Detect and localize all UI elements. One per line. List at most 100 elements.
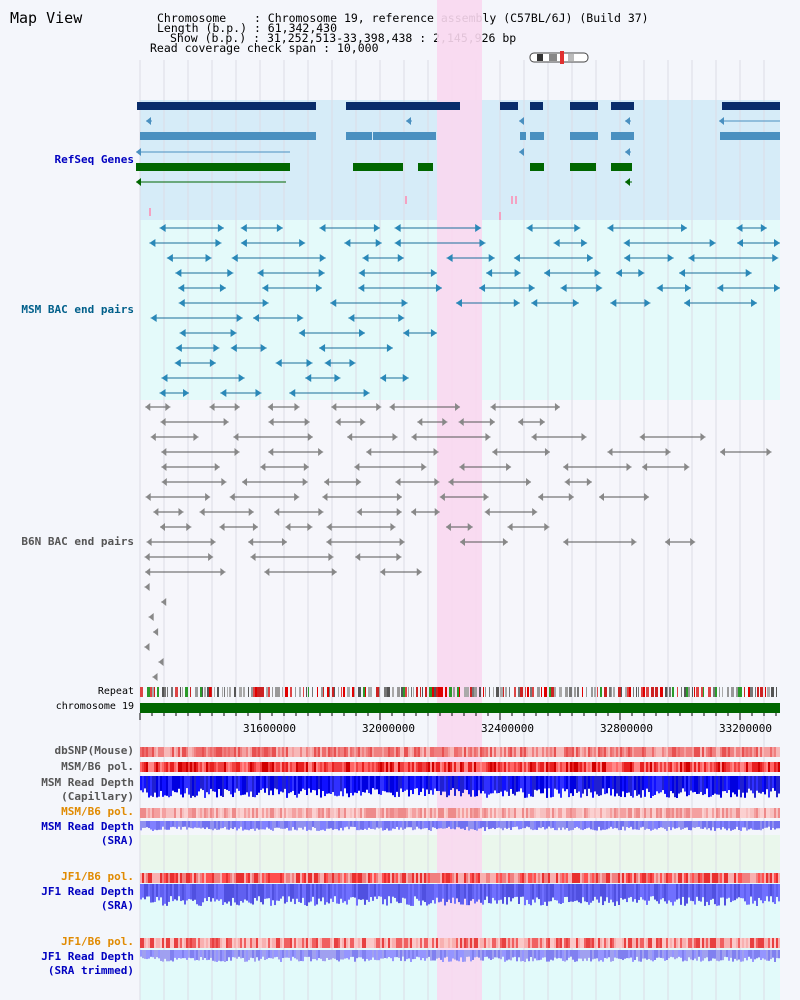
- msm-sra-bar: [754, 821, 756, 830]
- bac-end-marker: [152, 673, 158, 681]
- repeat-block: [771, 687, 774, 697]
- bac-end-marker: [376, 403, 382, 411]
- dbsnp-cell: [430, 747, 432, 757]
- jf1-pol-cell: [544, 873, 546, 883]
- dbsnp-cell: [446, 747, 448, 757]
- bac-end-marker: [531, 433, 537, 441]
- dbsnp-cell: [630, 747, 632, 757]
- msm-pol-cell: [428, 808, 430, 818]
- track-label-msm-depth-sra[interactable]: MSM Read Depth (SRA): [41, 820, 134, 847]
- bac-end-marker: [250, 553, 256, 561]
- jf1-trim-bar: [760, 950, 762, 961]
- msm-pol-cell: [174, 808, 176, 818]
- msm-sra-bar: [620, 821, 622, 831]
- jf1-depth-bar: [222, 884, 224, 905]
- jf1-pol-cell: [148, 938, 150, 948]
- repeat-block: [549, 687, 552, 697]
- jf1-pol-cell: [592, 938, 594, 948]
- dbsnp-cell: [460, 747, 462, 757]
- track-label-msm-bac[interactable]: MSM BAC end pairs: [21, 303, 134, 316]
- gene-exon: [530, 132, 544, 140]
- bac-end-marker: [411, 433, 417, 441]
- msm-sra-bar: [394, 821, 396, 830]
- bac-end-marker: [166, 254, 173, 262]
- msm-pol-cell: [310, 762, 312, 772]
- heatmap-tracks[interactable]: [140, 747, 780, 962]
- msm-depth-bar: [656, 776, 658, 792]
- chromosome-bar[interactable]: [139, 703, 780, 720]
- track-label-msm-b6-pol-1[interactable]: MSM/B6 pol.: [61, 760, 134, 773]
- jf1-trim-bar: [284, 950, 286, 958]
- msm-pol-cell: [504, 808, 506, 818]
- dbsnp-cell: [406, 747, 408, 757]
- track-label-jf1-depth-trimmed[interactable]: JF1 Read Depth (SRA trimmed): [41, 950, 134, 977]
- jf1-pol-cell: [478, 938, 480, 948]
- dbsnp-cell: [290, 747, 292, 757]
- bac-end-marker: [526, 478, 532, 486]
- dbsnp-cell: [186, 747, 188, 757]
- jf1-depth-bar: [774, 884, 776, 904]
- msm-depth-bar: [596, 776, 598, 795]
- track-label-msm-depth-capillary[interactable]: MSM Read Depth (Capillary): [41, 776, 134, 803]
- track-label-jf1-b6-pol-2[interactable]: JF1/B6 pol.: [61, 935, 134, 948]
- bac-end-marker: [607, 448, 613, 456]
- msm-pol-cell: [546, 762, 548, 772]
- msm-sra-bar: [646, 821, 648, 829]
- dbsnp-cell: [484, 747, 486, 757]
- msm-depth-bar: [208, 776, 210, 795]
- refseq-gene-track[interactable]: [136, 102, 780, 220]
- msm-pol-cell: [756, 808, 758, 818]
- msm-bac-track[interactable]: [149, 224, 780, 397]
- jf1-pol-cell: [418, 873, 420, 883]
- jf1-pol-cell: [644, 873, 646, 883]
- jf1-trim-bar: [708, 950, 710, 962]
- jf1-depth-bar: [456, 884, 458, 899]
- repeat-block: [544, 687, 547, 697]
- msm-sra-bar: [320, 821, 322, 831]
- jf1-trim-bar: [220, 950, 222, 962]
- jf1-trim-bar: [634, 950, 636, 961]
- msm-depth-bar: [474, 776, 476, 797]
- msm-pol-cell: [670, 808, 672, 818]
- dbsnp-cell: [444, 747, 446, 757]
- jf1-trim-bar: [296, 950, 298, 960]
- jf1-depth-bar: [438, 884, 440, 903]
- dbsnp-cell: [360, 747, 362, 757]
- msm-pol-cell: [266, 808, 268, 818]
- track-label-dbsnp[interactable]: dbSNP(Mouse): [54, 744, 134, 757]
- track-label-jf1-depth-sra[interactable]: JF1 Read Depth (SRA): [41, 885, 134, 912]
- b6n-bac-track[interactable]: [144, 403, 772, 681]
- chromosome-ideogram-icon[interactable]: [529, 51, 589, 64]
- dbsnp-cell: [180, 747, 182, 757]
- dbsnp-cell: [704, 747, 706, 757]
- msm-pol-cell: [544, 762, 546, 772]
- jf1-trim-bar: [432, 950, 434, 961]
- jf1-trim-bar: [148, 950, 150, 959]
- jf1-depth-bar: [606, 884, 608, 898]
- msm-sra-bar: [752, 821, 754, 830]
- msm-pol-cell: [652, 808, 654, 818]
- jf1-depth-bar: [706, 884, 708, 902]
- track-label-refseq[interactable]: RefSeq Genes: [54, 153, 134, 166]
- jf1-depth-bar: [718, 884, 720, 906]
- repeat-block: [677, 687, 678, 697]
- dbsnp-cell: [280, 747, 282, 757]
- track-label-b6n-bac[interactable]: B6N BAC end pairs: [21, 535, 134, 548]
- msm-pol-cell: [146, 762, 148, 772]
- msm-pol-cell: [292, 808, 294, 818]
- bac-end-marker: [396, 508, 402, 516]
- msm-depth-bar: [588, 776, 590, 789]
- repeat-track[interactable]: [140, 687, 777, 697]
- msm-sra-bar: [172, 821, 174, 827]
- repeat-block: [429, 687, 432, 697]
- bac-end-marker: [248, 538, 254, 546]
- msm-depth-bar: [562, 776, 564, 789]
- jf1-pol-cell: [552, 873, 554, 883]
- msm-depth-bar: [190, 776, 192, 798]
- msm-pol-cell: [766, 762, 768, 772]
- track-label-msm-b6-pol-2[interactable]: MSM/B6 pol.: [61, 805, 134, 818]
- track-label-jf1-b6-pol-1[interactable]: JF1/B6 pol.: [61, 870, 134, 883]
- msm-pol-cell: [380, 808, 382, 818]
- jf1-pol-cell: [620, 873, 622, 883]
